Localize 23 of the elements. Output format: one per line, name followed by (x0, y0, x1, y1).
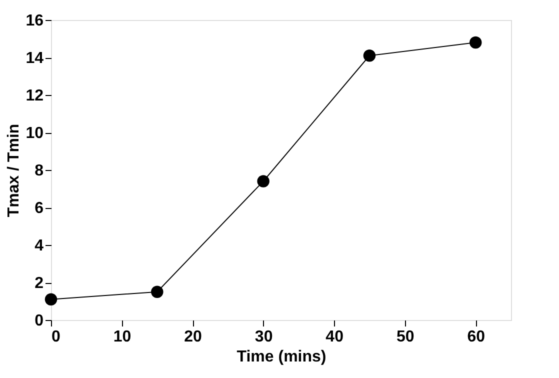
x-tick-label: 30 (254, 328, 273, 346)
x-tick-label: 10 (113, 328, 132, 346)
y-tick-label: 16 (26, 12, 44, 30)
y-tick-label: 2 (34, 275, 44, 292)
point (44, 293, 58, 306)
x-tick-label: 0 (52, 328, 60, 346)
y-tick-label: 6 (34, 200, 44, 217)
x-tick-label: 60 (467, 328, 486, 346)
y-tick-label: 4 (34, 238, 44, 254)
y-tick-label: 10 (26, 125, 44, 142)
point (363, 50, 376, 62)
point (469, 36, 482, 49)
y-tick-label: 0 (34, 312, 44, 330)
y-tick-label: 12 (26, 88, 44, 104)
y-axis-title: Tmax / Tmin (6, 124, 23, 218)
point (151, 286, 164, 298)
x-tick-label: 20 (184, 328, 202, 346)
x-tick-label: 40 (326, 328, 344, 346)
x-axis-title: Time (mins) (236, 348, 326, 366)
y-tick-label: 14 (26, 50, 44, 67)
x-tick-label: 50 (396, 328, 414, 346)
y-tick-label: 8 (34, 162, 44, 180)
point (257, 175, 270, 188)
